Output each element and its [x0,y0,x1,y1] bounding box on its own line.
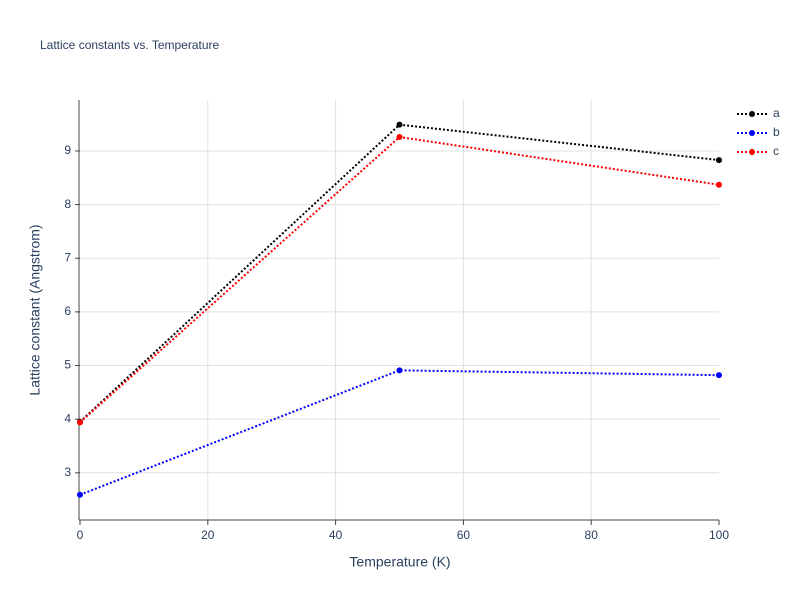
y-axis-title: Lattice constant (Angstrom) [27,224,43,395]
y-tick-label: 4 [64,411,71,425]
point [396,121,403,128]
legend-marker [749,130,755,136]
legend-marker [749,149,755,155]
x-tick-label: 100 [709,528,729,542]
x-tick-label: 0 [77,528,84,542]
legend-label: a [773,106,780,120]
point [396,367,403,374]
y-tick-label: 5 [64,358,71,372]
series-line [79,369,720,496]
point [716,181,722,188]
x-tick-label: 40 [329,528,343,542]
x-tick-label: 60 [457,528,471,542]
legend-label: c [773,144,779,158]
y-tick-label: 8 [64,197,71,211]
point [716,372,722,379]
legend-label: b [773,125,780,139]
y-tick-label: 3 [64,465,71,479]
series-line [79,135,720,424]
point [77,419,83,426]
y-tick-label: 9 [64,143,71,157]
legend-marker [749,111,755,117]
x-tick-label: 80 [585,528,599,542]
x-axis-title: Temperature (K) [349,554,450,570]
y-tick-label: 6 [64,304,71,318]
x-tick-label: 20 [201,528,215,542]
point [77,491,83,498]
y-tick-label: 7 [64,250,71,264]
chart-title: Lattice constants vs. Temperature [40,38,220,52]
point [716,157,722,164]
series-line [79,123,720,423]
point [396,134,403,141]
